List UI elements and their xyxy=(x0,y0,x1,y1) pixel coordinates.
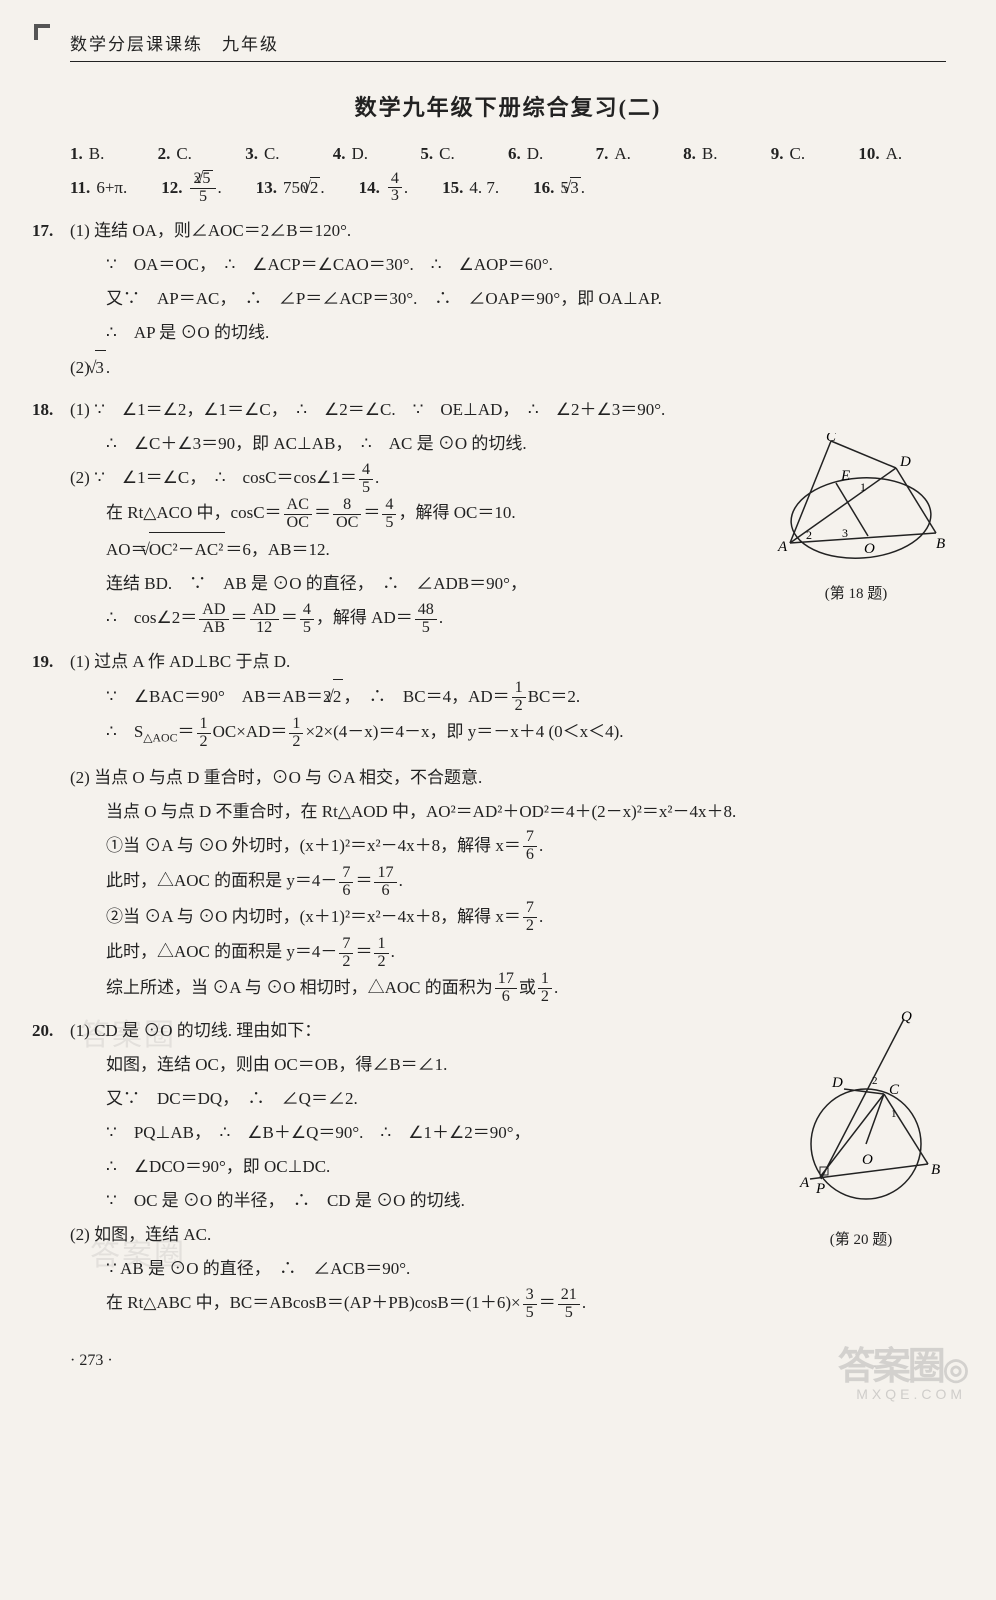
footer-brand: 答案圈◎ xyxy=(838,1335,966,1390)
line: ∵ OA＝OC， ∴ ∠ACP＝∠CAO＝30°. ∴ ∠AOP＝60°. xyxy=(106,248,946,282)
svg-text:2: 2 xyxy=(872,1075,878,1087)
svg-text:3: 3 xyxy=(842,526,848,540)
svg-text:O: O xyxy=(862,1152,873,1168)
svg-text:B: B xyxy=(936,536,945,552)
fb-item: 12.255. xyxy=(161,170,222,206)
line: ∵ AB 是 ⊙O 的直径， ∴ ∠ACB＝90°. xyxy=(106,1252,946,1286)
svg-text:D: D xyxy=(831,1075,843,1091)
problem-20: 20. Q D C A B P O 2 1 (第 20 题) xyxy=(70,1014,946,1322)
svg-text:O: O xyxy=(864,541,875,557)
fb-item: 11.6+π. xyxy=(70,178,127,198)
diagram-20: Q D C A B P O 2 1 (第 20 题) xyxy=(776,1009,946,1255)
mc-item: 8.B. xyxy=(683,144,771,164)
line: ②当 ⊙A 与 ⊙O 内切时，(x＋1)²＝x²－4x＋8，解得 x＝72. xyxy=(106,900,946,936)
header: 数学分层课课练 九年级 xyxy=(70,30,946,62)
svg-text:1: 1 xyxy=(891,1108,897,1120)
fb-item: 13.7502. xyxy=(256,177,325,198)
line: 此时，△AOC 的面积是 y＝4－76＝176. xyxy=(106,864,946,900)
problem-number: 19. xyxy=(32,645,53,679)
line: (1) 连结 OA，则∠AOC＝2∠B＝120°. xyxy=(70,214,946,248)
problem-17: 17. (1) 连结 OA，则∠AOC＝2∠B＝120°. ∵ OA＝OC， ∴… xyxy=(70,214,946,385)
mc-item: 4.D. xyxy=(333,144,421,164)
fb-item: 16.53. xyxy=(533,177,585,198)
problem-18: 18. (1) ∵ ∠1＝∠2，∠1＝∠C， ∴ ∠2＝∠C. ∵ OE⊥AD，… xyxy=(70,393,946,637)
line: (1) ∵ ∠1＝∠2，∠1＝∠C， ∴ ∠2＝∠C. ∵ OE⊥AD， ∴ ∠… xyxy=(70,393,946,427)
line: 又∵ AP＝AC， ∴ ∠P＝∠ACP＝30°. ∴ ∠OAP＝90°，即 OA… xyxy=(106,282,946,316)
diagram-18: C D E A B O 1 2 3 (第 18 题) xyxy=(766,433,946,609)
line: ①当 ⊙A 与 ⊙O 外切时，(x＋1)²＝x²－4x＋8，解得 x＝76. xyxy=(106,829,946,865)
line: ∴ AP 是 ⊙O 的切线. xyxy=(106,316,946,350)
mc-item: 9.C. xyxy=(771,144,859,164)
diagram-caption: (第 20 题) xyxy=(776,1225,946,1255)
svg-text:D: D xyxy=(899,454,911,470)
svg-text:1: 1 xyxy=(860,480,866,494)
svg-text:P: P xyxy=(815,1181,825,1197)
line: ∵ ∠BAC＝90° AB＝AB＝22， ∴ BC＝4，AD＝12BC＝2. xyxy=(106,679,946,716)
problem-number: 18. xyxy=(32,393,53,427)
page: 数学分层课课练 九年级 数学九年级下册综合复习(二) 1.B. 2.C. 3.C… xyxy=(0,0,996,1410)
svg-text:Q: Q xyxy=(901,1009,912,1025)
corner-marker xyxy=(34,24,50,40)
line: (1) 过点 A 作 AD⊥BC 于点 D. xyxy=(70,645,946,679)
line: 综上所述，当 ⊙A 与 ⊙O 相切时，△AOC 的面积为176或12. xyxy=(106,971,946,1007)
svg-text:B: B xyxy=(931,1162,940,1178)
line: 当点 O 与点 D 不重合时，在 Rt△AOD 中，AO²＝AD²＋OD²＝4＋… xyxy=(106,795,946,829)
line: 在 Rt△ABC 中，BC＝ABcosB＝(AP＋PB)cosB＝(1＋6)×3… xyxy=(106,1286,946,1322)
mc-item: 7.A. xyxy=(596,144,684,164)
mc-row: 1.B. 2.C. 3.C. 4.D. 5.C. 6.D. 7.A. 8.B. … xyxy=(70,144,946,164)
footer-url: MXQE.COM xyxy=(856,1386,966,1402)
svg-text:A: A xyxy=(777,539,788,555)
svg-text:A: A xyxy=(799,1175,810,1191)
fb-row: 11.6+π. 12.255. 13.7502. 14.43. 15.4. 7.… xyxy=(70,170,946,206)
svg-text:2: 2 xyxy=(806,528,812,542)
mc-item: 3.C. xyxy=(245,144,333,164)
line: 此时，△AOC 的面积是 y＝4－72＝12. xyxy=(106,935,946,971)
svg-text:C: C xyxy=(826,433,837,445)
problem-number: 17. xyxy=(32,214,53,248)
problem-19: 19. (1) 过点 A 作 AD⊥BC 于点 D. ∵ ∠BAC＝90° AB… xyxy=(70,645,946,1007)
line: (2) 当点 O 与点 D 重合时，⊙O 与 ⊙A 相交，不合题意. xyxy=(70,761,946,795)
fb-item: 14.43. xyxy=(359,171,409,206)
line: ∴ S△AOC＝12OC×AD＝12×2×(4－x)＝4－x，即 y＝－x＋4 … xyxy=(106,715,946,751)
line: (2) 3. xyxy=(70,350,946,385)
mc-item: 6.D. xyxy=(508,144,596,164)
fb-item: 15.4. 7. xyxy=(442,178,499,198)
mc-item: 1.B. xyxy=(70,144,158,164)
brand-logo: 答案圈◎ xyxy=(838,1335,966,1390)
mc-item: 2.C. xyxy=(158,144,246,164)
svg-text:E: E xyxy=(840,468,850,484)
problem-number: 20. xyxy=(32,1014,53,1048)
diagram-caption: (第 18 题) xyxy=(766,579,946,609)
title: 数学九年级下册综合复习(二) xyxy=(70,90,946,122)
mc-item: 10.A. xyxy=(858,144,946,164)
svg-text:C: C xyxy=(889,1082,900,1098)
page-number: · 273 · xyxy=(70,1352,946,1370)
mc-item: 5.C. xyxy=(420,144,508,164)
